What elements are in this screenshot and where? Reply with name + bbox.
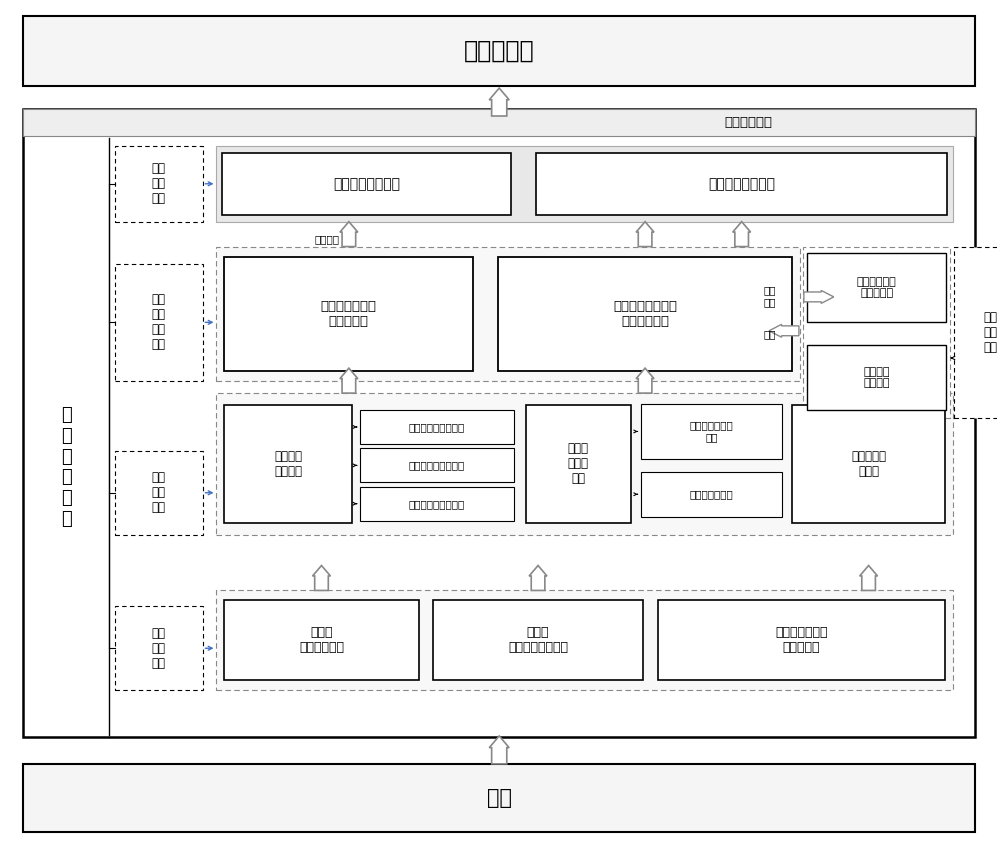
FancyBboxPatch shape xyxy=(641,404,782,459)
Text: 分类
结果: 分类 结果 xyxy=(764,285,776,307)
FancyBboxPatch shape xyxy=(115,264,203,381)
Text: 分类结果: 分类结果 xyxy=(314,234,339,244)
FancyBboxPatch shape xyxy=(360,486,514,521)
FancyBboxPatch shape xyxy=(23,16,975,86)
Text: 分诊
监管
系统: 分诊 监管 系统 xyxy=(983,311,997,354)
Text: 数
据
库
服
务
器: 数 据 库 服 务 器 xyxy=(61,406,71,528)
Polygon shape xyxy=(489,736,509,764)
Text: 文本信息处
理单元: 文本信息处 理单元 xyxy=(851,450,886,478)
FancyBboxPatch shape xyxy=(23,109,975,136)
Polygon shape xyxy=(860,566,878,590)
FancyBboxPatch shape xyxy=(498,256,792,371)
Text: 干扰过滤子单元: 干扰过滤子单元 xyxy=(689,489,733,499)
Polygon shape xyxy=(340,368,358,393)
FancyBboxPatch shape xyxy=(807,253,946,322)
Text: 数据
采集
系统: 数据 采集 系统 xyxy=(152,626,166,669)
FancyBboxPatch shape xyxy=(115,146,203,222)
FancyBboxPatch shape xyxy=(23,109,975,737)
FancyBboxPatch shape xyxy=(658,600,945,680)
FancyBboxPatch shape xyxy=(224,256,473,371)
Text: 分诊匹配医生单元: 分诊匹配医生单元 xyxy=(333,177,400,191)
Polygon shape xyxy=(769,325,799,337)
FancyBboxPatch shape xyxy=(216,146,953,222)
Text: 反馈: 反馈 xyxy=(764,329,776,339)
Polygon shape xyxy=(489,89,509,116)
Polygon shape xyxy=(804,291,834,303)
Polygon shape xyxy=(313,566,330,590)
Text: 患者
疾病
分类
系统: 患者 疾病 分类 系统 xyxy=(152,293,166,352)
Text: 基线漂移处理子单元: 基线漂移处理子单元 xyxy=(409,499,465,508)
Text: 运动波
形处理
单元: 运动波 形处理 单元 xyxy=(568,443,589,486)
Text: 分类结果反馈
与评定单元: 分类结果反馈 与评定单元 xyxy=(857,277,896,298)
Text: 数据
处理
系统: 数据 处理 系统 xyxy=(152,471,166,514)
Text: 分类数据
监管单元: 分类数据 监管单元 xyxy=(863,367,890,389)
FancyBboxPatch shape xyxy=(216,393,953,534)
FancyBboxPatch shape xyxy=(216,247,800,381)
FancyBboxPatch shape xyxy=(115,606,203,690)
FancyBboxPatch shape xyxy=(641,472,782,517)
Text: 根据分类匹配: 根据分类匹配 xyxy=(724,116,772,129)
FancyBboxPatch shape xyxy=(224,600,419,680)
Text: 可穿戴
心电采集终端: 可穿戴 心电采集终端 xyxy=(299,626,344,654)
Polygon shape xyxy=(529,566,547,590)
FancyBboxPatch shape xyxy=(807,346,946,410)
Text: 运动波形识别子
单元: 运动波形识别子 单元 xyxy=(689,421,733,443)
FancyBboxPatch shape xyxy=(115,451,203,534)
FancyBboxPatch shape xyxy=(792,405,945,523)
Text: 卷积神经网络数
据分析单元: 卷积神经网络数 据分析单元 xyxy=(321,300,377,328)
Text: 分诊信号发送单元: 分诊信号发送单元 xyxy=(708,177,775,191)
FancyBboxPatch shape xyxy=(954,247,1000,418)
FancyBboxPatch shape xyxy=(23,764,975,832)
FancyBboxPatch shape xyxy=(526,405,631,523)
FancyBboxPatch shape xyxy=(536,153,947,215)
Text: 心电信号
处理单元: 心电信号 处理单元 xyxy=(274,450,302,478)
FancyBboxPatch shape xyxy=(216,590,953,690)
Polygon shape xyxy=(733,222,751,247)
FancyBboxPatch shape xyxy=(222,153,511,215)
Text: 医生、患者: 医生、患者 xyxy=(464,40,535,63)
Polygon shape xyxy=(636,222,654,247)
Text: 患者端
症状信息采集终端: 患者端 症状信息采集终端 xyxy=(508,626,568,654)
FancyBboxPatch shape xyxy=(360,410,514,444)
Text: 工频干扰过滤子单元: 工频干扰过滤子单元 xyxy=(409,460,465,470)
Text: 患者: 患者 xyxy=(487,787,512,808)
FancyBboxPatch shape xyxy=(360,448,514,482)
Text: 长短记忆神经网络
数据分析单元: 长短记忆神经网络 数据分析单元 xyxy=(613,300,677,328)
Text: 电磁干扰过滤子单元: 电磁干扰过滤子单元 xyxy=(409,422,465,432)
FancyBboxPatch shape xyxy=(803,247,950,418)
Text: 人工客服电话数
据采集终端: 人工客服电话数 据采集终端 xyxy=(775,626,828,654)
FancyBboxPatch shape xyxy=(433,600,643,680)
Polygon shape xyxy=(340,222,358,247)
FancyBboxPatch shape xyxy=(224,405,352,523)
Polygon shape xyxy=(636,368,654,393)
Text: 分诊
输出
系统: 分诊 输出 系统 xyxy=(152,163,166,206)
